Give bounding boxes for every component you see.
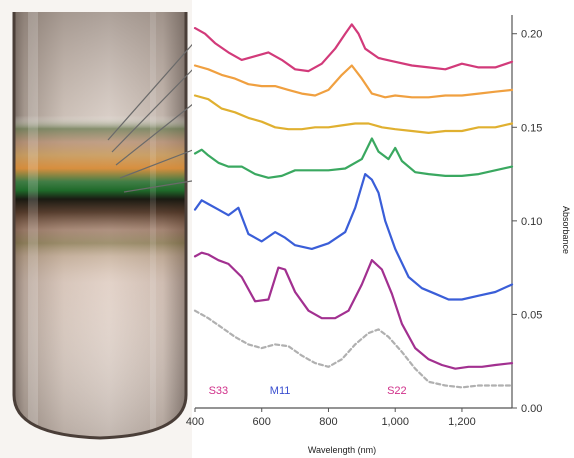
band-annotation-s22: S22 bbox=[387, 385, 407, 397]
series-layer bbox=[193, 23, 514, 389]
spectrum-line-3 bbox=[193, 94, 514, 134]
leader-line bbox=[115, 99, 199, 166]
x-axis-label: Wavelength (nm) bbox=[308, 445, 376, 455]
band-leader-lines bbox=[107, 37, 199, 193]
x-tick-label: 1,000 bbox=[381, 416, 409, 428]
y-tick-label: 0.00 bbox=[521, 403, 542, 415]
leader-line bbox=[123, 179, 199, 193]
leader-line bbox=[119, 147, 199, 179]
spectrum-line-1 bbox=[193, 23, 514, 73]
x-tick-label: 800 bbox=[319, 416, 337, 428]
plot-area: 400 600 800 1,000 1,2000.000.050.100.150.20 … bbox=[186, 0, 574, 458]
y-axis-label: Absorbance bbox=[561, 206, 571, 254]
y-tick-label: 0.20 bbox=[521, 29, 542, 41]
spectrum-line-5 bbox=[193, 173, 514, 301]
annotation-layer: S33 M11 S22 bbox=[209, 385, 407, 397]
ticks-layer: 400 600 800 1,000 1,200 0.00 0.05 0.10 0.15 0.20 bbox=[186, 29, 543, 428]
spectrum-line-2 bbox=[193, 64, 514, 99]
spectrum-line-7 bbox=[193, 309, 514, 389]
band-annotation-s33: S33 bbox=[209, 385, 229, 397]
y-tick-label: 0.05 bbox=[521, 309, 542, 321]
x-tick-label: 1,200 bbox=[448, 416, 476, 428]
x-tick-label: 600 bbox=[253, 416, 271, 428]
y-tick-label: 0.10 bbox=[521, 216, 542, 228]
spectrum-line-6 bbox=[193, 251, 514, 370]
y-tick-label: 0.15 bbox=[521, 122, 542, 134]
x-tick-label: 400 bbox=[186, 416, 204, 428]
leader-line bbox=[107, 37, 199, 141]
test-tube-photo bbox=[0, 0, 192, 458]
leader-line bbox=[111, 63, 199, 153]
spectrum-line-4 bbox=[193, 137, 514, 179]
band-annotation-m11: M11 bbox=[270, 385, 291, 397]
